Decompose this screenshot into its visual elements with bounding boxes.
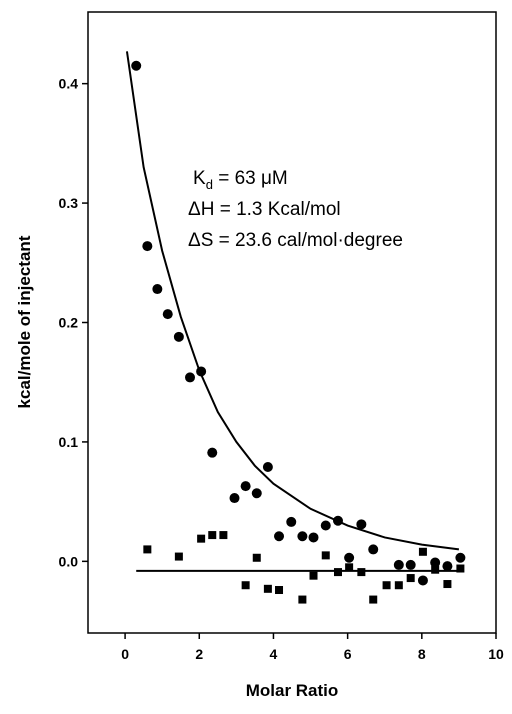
data-point bbox=[308, 532, 319, 543]
data-point bbox=[320, 520, 331, 531]
data-point bbox=[442, 561, 453, 572]
y-tick-label: 0.1 bbox=[59, 434, 79, 450]
y-tick-label: 0.0 bbox=[59, 553, 79, 569]
data-point bbox=[142, 241, 153, 252]
data-point bbox=[298, 595, 307, 604]
data-point bbox=[344, 552, 355, 563]
data-point bbox=[207, 447, 218, 458]
data-point bbox=[394, 581, 403, 590]
data-point bbox=[263, 584, 272, 593]
data-point bbox=[382, 581, 391, 590]
x-tick-label: 4 bbox=[270, 646, 278, 662]
data-point bbox=[143, 545, 152, 554]
data-point bbox=[208, 531, 217, 540]
data-point bbox=[417, 575, 428, 586]
data-point bbox=[162, 309, 173, 320]
annotation: ΔH = 1.3 Kcal/mol bbox=[188, 199, 341, 220]
annotation-symbol: K bbox=[193, 168, 206, 189]
data-point bbox=[369, 595, 378, 604]
annotation: ΔS = 23.6 cal/mol·degree bbox=[188, 230, 403, 251]
data-point bbox=[406, 574, 415, 583]
y-tick-label: 0.2 bbox=[59, 315, 79, 331]
y-tick-label: 0.3 bbox=[59, 195, 79, 211]
data-point bbox=[251, 488, 262, 499]
data-point bbox=[418, 547, 427, 556]
plot-frame bbox=[87, 11, 497, 634]
data-point bbox=[309, 571, 318, 580]
data-point bbox=[405, 559, 416, 570]
y-axis-title: kcal/mole of injectant bbox=[15, 235, 34, 408]
data-point bbox=[321, 551, 330, 560]
data-point bbox=[262, 462, 273, 473]
x-tick-label: 2 bbox=[195, 646, 203, 662]
data-point bbox=[274, 531, 285, 542]
x-tick-label: 10 bbox=[488, 646, 504, 662]
x-tick-label: 6 bbox=[344, 646, 352, 662]
data-point bbox=[240, 481, 251, 492]
data-point bbox=[456, 564, 465, 573]
data-point bbox=[443, 580, 452, 589]
data-point bbox=[357, 568, 366, 577]
annotation-subscript: d bbox=[206, 177, 213, 192]
y-tick-label: 0.4 bbox=[59, 76, 79, 92]
annotation: Kd = 63 μM bbox=[193, 168, 288, 192]
data-point bbox=[131, 60, 142, 71]
data-point bbox=[430, 557, 441, 568]
data-point bbox=[455, 552, 466, 563]
annotation-text: = 63 μM bbox=[213, 168, 288, 189]
data-point bbox=[241, 581, 250, 590]
data-point bbox=[356, 519, 367, 530]
data-point bbox=[152, 284, 163, 295]
data-point bbox=[431, 565, 440, 574]
data-point bbox=[252, 553, 261, 562]
data-point bbox=[229, 493, 240, 504]
data-point bbox=[275, 586, 284, 595]
data-point bbox=[297, 531, 308, 542]
x-tick-label: 0 bbox=[121, 646, 129, 662]
data-point bbox=[174, 552, 183, 561]
x-axis-title: Molar Ratio bbox=[246, 681, 339, 700]
x-tick-label: 8 bbox=[418, 646, 426, 662]
data-point bbox=[219, 531, 228, 540]
fit-line bbox=[125, 51, 460, 551]
data-point bbox=[173, 331, 184, 342]
data-point bbox=[393, 559, 404, 570]
data-point bbox=[345, 563, 354, 572]
data-point bbox=[333, 568, 342, 577]
data-point bbox=[286, 516, 297, 527]
data-point bbox=[197, 534, 206, 543]
data-point bbox=[185, 372, 195, 383]
data-point bbox=[368, 544, 379, 555]
